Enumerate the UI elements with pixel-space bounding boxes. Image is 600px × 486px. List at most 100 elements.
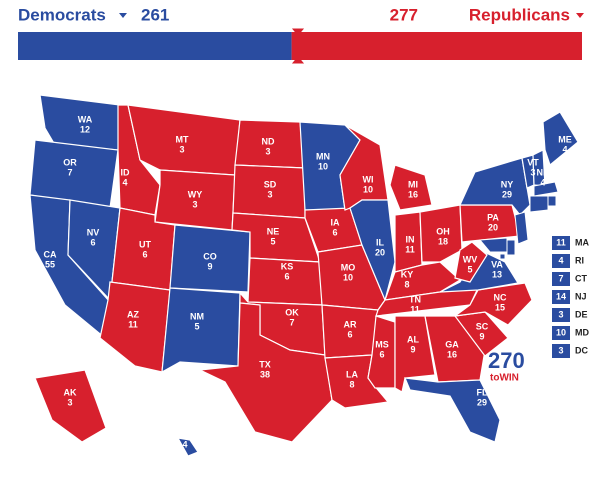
state-label: OK bbox=[285, 307, 299, 317]
state[interactable] bbox=[197, 302, 333, 443]
state-votes: 15 bbox=[495, 302, 505, 312]
logo-text: toWIN bbox=[490, 373, 519, 384]
state-votes: 6 bbox=[332, 227, 337, 237]
state-votes: 7 bbox=[67, 167, 72, 177]
state[interactable] bbox=[439, 249, 519, 293]
state-label: AL bbox=[407, 334, 419, 344]
small-state-votes: 10 bbox=[556, 327, 566, 337]
state[interactable] bbox=[176, 437, 199, 457]
state-label: ME bbox=[558, 134, 572, 144]
state-label: KS bbox=[281, 261, 294, 271]
state[interactable] bbox=[389, 164, 433, 211]
state[interactable] bbox=[424, 315, 486, 383]
small-state-label: DC bbox=[575, 345, 588, 355]
state[interactable] bbox=[529, 195, 549, 213]
state-label: OH bbox=[436, 226, 450, 236]
state-votes: 6 bbox=[142, 249, 147, 259]
small-state-box[interactable] bbox=[552, 326, 570, 340]
small-state-box[interactable] bbox=[552, 236, 570, 250]
state[interactable] bbox=[506, 239, 516, 256]
state-votes: 3 bbox=[192, 199, 197, 209]
small-state-box[interactable] bbox=[552, 308, 570, 322]
state-label: VT bbox=[527, 157, 539, 167]
dem-label[interactable]: Democrats bbox=[18, 5, 106, 24]
state[interactable] bbox=[547, 195, 557, 207]
state-label: MS bbox=[375, 339, 389, 349]
state[interactable] bbox=[533, 181, 559, 197]
state-label: AR bbox=[344, 319, 357, 329]
state[interactable] bbox=[454, 241, 488, 283]
state[interactable] bbox=[499, 253, 506, 260]
state-label: KY bbox=[401, 269, 414, 279]
state-label: NM bbox=[190, 311, 204, 321]
dropdown-icon[interactable] bbox=[119, 13, 127, 18]
small-state-box[interactable] bbox=[552, 344, 570, 358]
state-label: WA bbox=[78, 114, 93, 124]
state-label: IL bbox=[376, 237, 385, 247]
state-votes: 5 bbox=[467, 264, 472, 274]
state-votes: 7 bbox=[289, 317, 294, 327]
state-votes: 9 bbox=[207, 261, 212, 271]
state[interactable] bbox=[161, 287, 241, 374]
state-votes: 29 bbox=[502, 189, 512, 199]
state[interactable] bbox=[514, 211, 529, 245]
state-votes: 3 bbox=[265, 146, 270, 156]
state-votes: 9 bbox=[479, 331, 484, 341]
small-state-votes: 7 bbox=[558, 273, 563, 283]
state-votes: 4 bbox=[562, 144, 567, 154]
state-votes: 10 bbox=[363, 184, 373, 194]
state-label: AK bbox=[64, 387, 77, 397]
state-votes: 3 bbox=[67, 397, 72, 407]
state-votes: 9 bbox=[410, 344, 415, 354]
dropdown-icon[interactable] bbox=[576, 13, 584, 18]
small-state-label: MA bbox=[575, 237, 589, 247]
rep-bar bbox=[291, 32, 582, 60]
state-votes: 5 bbox=[194, 321, 199, 331]
state-votes: 18 bbox=[438, 236, 448, 246]
state-votes: 16 bbox=[408, 189, 418, 199]
small-state-label: NJ bbox=[575, 291, 587, 301]
state-votes: 3 bbox=[179, 144, 184, 154]
state-label: FL bbox=[477, 387, 488, 397]
state-label: HI bbox=[181, 429, 190, 439]
state-label: PA bbox=[487, 212, 499, 222]
state-label: SD bbox=[264, 179, 277, 189]
small-state-box[interactable] bbox=[552, 290, 570, 304]
rep-label[interactable]: Republicans bbox=[469, 5, 570, 24]
majority-marker bbox=[291, 28, 305, 64]
dem-bar bbox=[18, 32, 292, 60]
state[interactable] bbox=[478, 237, 508, 253]
state-label: WY bbox=[188, 189, 203, 199]
state-votes: 6 bbox=[284, 271, 289, 281]
state-votes: 55 bbox=[45, 259, 55, 269]
state-label: WV bbox=[463, 254, 478, 264]
state[interactable] bbox=[419, 204, 463, 263]
state[interactable] bbox=[154, 169, 236, 231]
state[interactable] bbox=[404, 377, 501, 443]
state-votes: 16 bbox=[447, 349, 457, 359]
state-votes: 38 bbox=[260, 369, 270, 379]
state-label: OR bbox=[63, 157, 77, 167]
state-votes: 29 bbox=[477, 397, 487, 407]
state-label: IA bbox=[331, 217, 341, 227]
state-votes: 6 bbox=[379, 349, 384, 359]
state[interactable] bbox=[542, 111, 579, 167]
state[interactable] bbox=[34, 369, 107, 443]
state-votes: 20 bbox=[488, 222, 498, 232]
state-label: NC bbox=[494, 292, 507, 302]
state-label: ID bbox=[121, 167, 131, 177]
state-votes: 11 bbox=[410, 304, 420, 314]
state-label: MT bbox=[176, 134, 189, 144]
small-state-label: RI bbox=[575, 255, 584, 265]
small-state-votes: 4 bbox=[558, 255, 563, 265]
state-label: UT bbox=[139, 239, 151, 249]
small-state-votes: 11 bbox=[556, 237, 566, 247]
small-state-box[interactable] bbox=[552, 254, 570, 268]
state-label: SC bbox=[476, 321, 489, 331]
state-votes: 12 bbox=[80, 124, 90, 134]
small-state-box[interactable] bbox=[552, 272, 570, 286]
logo-number: 270 bbox=[488, 348, 525, 373]
state-votes: 10 bbox=[318, 161, 328, 171]
state-votes: 8 bbox=[349, 379, 354, 389]
